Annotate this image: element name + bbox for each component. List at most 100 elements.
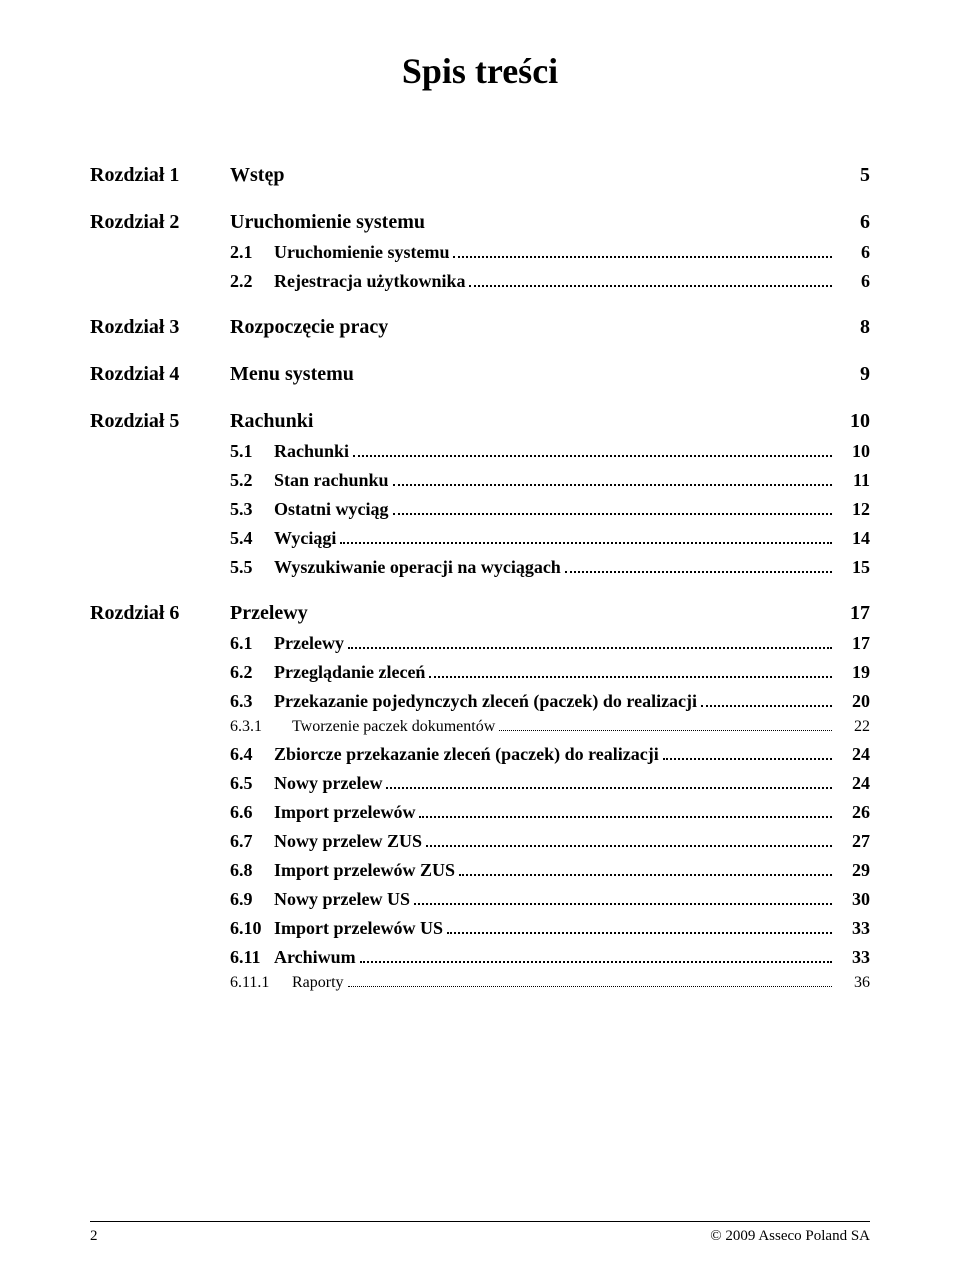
sub-page: 19 — [836, 662, 870, 683]
toc-leader-dots — [426, 845, 832, 847]
chapter-line: Rozdział 2Uruchomienie systemu6 — [90, 211, 870, 234]
chapter-label: Rozdział 3 — [90, 316, 230, 339]
sub-page: 12 — [836, 499, 870, 520]
toc-leader-dots — [360, 961, 832, 963]
toc-leader-dots — [429, 676, 832, 678]
subsub-number: 6.11.1 — [230, 974, 292, 992]
toc-sub-line: 2.2Rejestracja użytkownika 6 — [90, 271, 870, 292]
toc-sub-line: 5.1Rachunki 10 — [90, 441, 870, 462]
sub-number: 2.1 — [230, 242, 274, 263]
toc-leader-dots — [701, 705, 832, 707]
sub-number: 6.9 — [230, 889, 274, 910]
toc-leader-dots — [348, 647, 832, 649]
toc-leader-dots — [565, 571, 832, 573]
toc-leader-dots — [499, 730, 832, 731]
toc-leader-dots — [393, 484, 832, 486]
toc-leader-dots — [459, 874, 832, 876]
sub-page: 14 — [836, 528, 870, 549]
chapter-label: Rozdział 2 — [90, 211, 230, 234]
chapter-line: Rozdział 3Rozpoczęcie pracy8 — [90, 316, 870, 339]
sub-number: 5.1 — [230, 441, 274, 462]
chapter-page: 6 — [830, 211, 870, 234]
footer-copyright: © 2009 Asseco Poland SA — [710, 1228, 870, 1245]
subsub-title: Raporty — [292, 974, 344, 992]
toc-sub-line: 6.10Import przelewów US33 — [90, 918, 870, 939]
toc-leader-dots — [340, 542, 832, 544]
sub-title: Nowy przelew — [274, 773, 382, 794]
sub-title: Rachunki — [274, 441, 349, 462]
chapter-title: Uruchomienie systemu — [230, 211, 830, 234]
sub-title: Import przelewów ZUS — [274, 860, 455, 881]
toc-sub-line: 6.3Przekazanie pojedynczych zleceń (pacz… — [90, 691, 870, 712]
sub-page: 20 — [836, 691, 870, 712]
sub-title: Nowy przelew ZUS — [274, 831, 422, 852]
sub-page: 15 — [836, 557, 870, 578]
chapter-label: Rozdział 6 — [90, 602, 230, 625]
page-title: Spis treści — [90, 50, 870, 92]
sub-number: 5.4 — [230, 528, 274, 549]
subsub-page: 36 — [836, 974, 870, 992]
sub-title: Zbiorcze przekazanie zleceń (paczek) do … — [274, 744, 659, 765]
sub-page: 27 — [836, 831, 870, 852]
toc-subsub-line: 6.3.1Tworzenie paczek dokumentów 22 — [90, 718, 870, 736]
toc-sub-line: 5.5Wyszukiwanie operacji na wyciągach15 — [90, 557, 870, 578]
subsub-title: Tworzenie paczek dokumentów — [292, 718, 495, 736]
sub-page: 6 — [836, 242, 870, 263]
sub-number: 6.6 — [230, 802, 274, 823]
chapter-page: 10 — [830, 410, 870, 433]
sub-number: 6.10 — [230, 918, 274, 939]
toc-sub-line: 6.6Import przelewów 26 — [90, 802, 870, 823]
sub-title: Przekazanie pojedynczych zleceń (paczek)… — [274, 691, 697, 712]
sub-title: Archiwum — [274, 947, 356, 968]
sub-number: 6.3 — [230, 691, 274, 712]
chapter-line: Rozdział 4Menu systemu9 — [90, 363, 870, 386]
chapter-page: 5 — [830, 164, 870, 187]
toc-sub-line: 2.1Uruchomienie systemu 6 — [90, 242, 870, 263]
toc-leader-dots — [469, 285, 832, 287]
footer: 2 © 2009 Asseco Poland SA — [90, 1222, 870, 1265]
chapter-page: 9 — [830, 363, 870, 386]
sub-number: 6.4 — [230, 744, 274, 765]
toc-sub-line: 6.8Import przelewów ZUS29 — [90, 860, 870, 881]
subsub-number: 6.3.1 — [230, 718, 292, 736]
subsub-page: 22 — [836, 718, 870, 736]
sub-number: 6.1 — [230, 633, 274, 654]
toc-sub-line: 6.7Nowy przelew ZUS27 — [90, 831, 870, 852]
toc-leader-dots — [353, 455, 832, 457]
chapter-title: Menu systemu — [230, 363, 830, 386]
sub-title: Wyszukiwanie operacji na wyciągach — [274, 557, 561, 578]
toc-leader-dots — [393, 513, 833, 515]
sub-title: Import przelewów — [274, 802, 415, 823]
chapter-title: Przelewy — [230, 602, 830, 625]
sub-page: 11 — [836, 470, 870, 491]
chapter-title: Rachunki — [230, 410, 830, 433]
toc-sub-line: 6.1Przelewy17 — [90, 633, 870, 654]
sub-number: 6.2 — [230, 662, 274, 683]
sub-number: 2.2 — [230, 271, 274, 292]
sub-page: 30 — [836, 889, 870, 910]
chapter-label: Rozdział 1 — [90, 164, 230, 187]
toc-sub-line: 6.9Nowy przelew US30 — [90, 889, 870, 910]
sub-page: 10 — [836, 441, 870, 462]
sub-title: Uruchomienie systemu — [274, 242, 449, 263]
toc-sub-line: 5.4Wyciągi 14 — [90, 528, 870, 549]
sub-title: Wyciągi — [274, 528, 336, 549]
sub-page: 29 — [836, 860, 870, 881]
sub-title: Rejestracja użytkownika — [274, 271, 465, 292]
sub-page: 24 — [836, 773, 870, 794]
sub-number: 5.3 — [230, 499, 274, 520]
toc-leader-dots — [447, 932, 832, 934]
footer-page-number: 2 — [90, 1228, 98, 1245]
toc-sub-line: 6.11Archiwum 33 — [90, 947, 870, 968]
sub-page: 6 — [836, 271, 870, 292]
toc-sub-line: 6.4Zbiorcze przekazanie zleceń (paczek) … — [90, 744, 870, 765]
sub-number: 6.11 — [230, 947, 274, 968]
chapter-line: Rozdział 1Wstęp5 — [90, 164, 870, 187]
chapter-line: Rozdział 5Rachunki10 — [90, 410, 870, 433]
page: Spis treści Rozdział 1Wstęp5Rozdział 2Ur… — [0, 0, 960, 1265]
sub-page: 33 — [836, 947, 870, 968]
sub-page: 26 — [836, 802, 870, 823]
sub-page: 33 — [836, 918, 870, 939]
table-of-contents: Rozdział 1Wstęp5Rozdział 2Uruchomienie s… — [90, 140, 870, 1209]
chapter-label: Rozdział 4 — [90, 363, 230, 386]
